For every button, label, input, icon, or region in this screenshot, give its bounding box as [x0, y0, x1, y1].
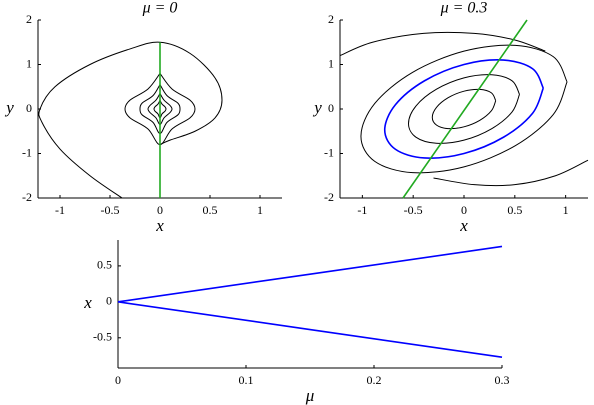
curve	[408, 74, 520, 144]
x-tick-label: 0.3	[495, 373, 510, 387]
x-tick-label: 0.1	[239, 373, 254, 387]
y-axis-label: x	[83, 293, 92, 312]
x-tick-label: 0.5	[203, 203, 218, 217]
y-tick-label: 0	[26, 101, 32, 115]
x-tick-label: -1	[357, 203, 367, 217]
curve	[431, 88, 497, 130]
y-tick-label: -2	[324, 190, 334, 204]
x-axis-label: x	[155, 216, 164, 235]
x-tick-label: 1	[563, 203, 569, 217]
curve	[433, 159, 589, 187]
curve	[339, 31, 546, 57]
x-tick-label: -0.5	[101, 203, 120, 217]
y-tick-label: -1	[324, 145, 334, 159]
y-axis-label: y	[312, 98, 322, 117]
x-tick-label: 0.5	[507, 203, 522, 217]
y-tick-label: 0	[106, 294, 112, 308]
y-tick-label: -0.5	[93, 330, 112, 344]
x-tick-label: -1	[55, 203, 65, 217]
curve	[117, 245, 503, 303]
chart-title: μ = 0.3	[440, 0, 488, 17]
x-tick-label: 0.2	[367, 373, 382, 387]
x-tick-label: 0	[115, 373, 121, 387]
x-axis-label: x	[459, 216, 468, 235]
y-tick-label: 0	[328, 101, 334, 115]
y-tick-label: 2	[328, 12, 334, 26]
curve	[360, 44, 568, 174]
x-tick-label: 1	[257, 203, 263, 217]
curve	[117, 301, 503, 359]
x-axis-label: μ	[305, 386, 315, 405]
y-tick-label: -2	[22, 190, 32, 204]
y-tick-label: 0.5	[97, 258, 112, 272]
x-tick-label: 0	[157, 203, 163, 217]
y-tick-label: 2	[26, 12, 32, 26]
curve	[38, 41, 223, 199]
curve	[383, 59, 545, 159]
y-tick-label: -1	[22, 145, 32, 159]
curve	[402, 19, 528, 199]
x-tick-label: -0.5	[404, 203, 423, 217]
y-tick-label: 1	[26, 56, 32, 70]
chart-title: μ = 0	[142, 0, 178, 17]
x-tick-label: 0	[461, 203, 467, 217]
y-axis-label: y	[4, 98, 14, 117]
y-tick-label: 1	[328, 56, 334, 70]
